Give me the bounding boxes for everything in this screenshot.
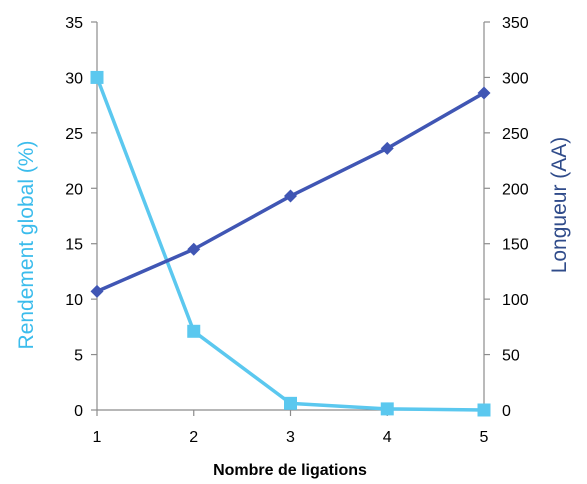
x-tick-label: 4: [383, 429, 392, 446]
right-y-tick-label: 300: [502, 70, 529, 87]
right-y-tick-label: 0: [502, 403, 511, 420]
left-y-tick-label: 25: [65, 126, 83, 143]
right-series-diamond-marker: [477, 86, 491, 100]
x-tick-label: 3: [286, 429, 295, 446]
right-series-diamond-marker: [380, 141, 394, 155]
left-y-tick-label: 35: [65, 15, 83, 32]
x-axis-title: Nombre de ligations: [213, 462, 367, 479]
right-y-tick-label: 150: [502, 237, 529, 254]
x-tick-label: 5: [480, 429, 489, 446]
x-tick-label: 1: [93, 429, 102, 446]
series-layer: [90, 70, 491, 417]
right-y-tick-label: 100: [502, 292, 529, 309]
labels-layer: Nombre de ligations Rendement global (%)…: [15, 137, 571, 479]
left-y-tick-label: 0: [74, 403, 83, 420]
left-series-square-marker: [477, 403, 491, 417]
left-y-tick-label: 30: [65, 70, 83, 87]
left-series-square-marker: [90, 70, 104, 84]
right-y-tick-label: 250: [502, 126, 529, 143]
left-y-tick-label: 10: [65, 292, 83, 309]
right-series-diamond-marker: [187, 242, 201, 256]
right-y-tick-label: 350: [502, 15, 529, 32]
right-y-axis-title: Longueur (AA): [548, 137, 571, 274]
left-series-square-marker: [284, 396, 297, 410]
left-y-axis-title: Rendement global (%): [15, 141, 38, 350]
left-y-tick-label: 5: [74, 348, 83, 365]
right-series-diamond-marker: [284, 189, 297, 203]
left-y-tick-label: 20: [65, 181, 83, 198]
left-series-square-marker: [380, 402, 394, 416]
right-y-tick-label: 50: [502, 348, 520, 365]
right-y-tick-label: 200: [502, 181, 529, 198]
left-series-square-marker: [187, 324, 201, 338]
right-series-diamond-marker: [90, 284, 104, 298]
left-y-tick-label: 15: [65, 237, 83, 254]
x-tick-label: 2: [189, 429, 198, 446]
